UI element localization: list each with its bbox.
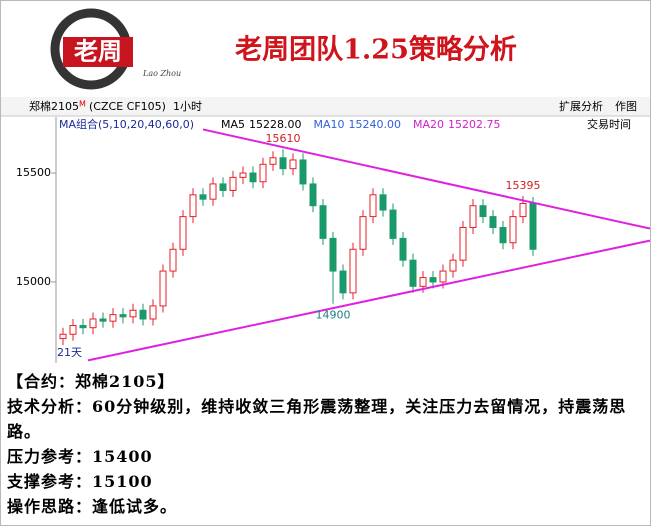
candle-body — [59, 333, 67, 340]
candle-body — [279, 157, 287, 170]
period[interactable]: 1小时 — [173, 100, 202, 113]
ma-name: MA20 — [413, 118, 444, 131]
candle-body — [179, 216, 187, 250]
candle-body — [109, 314, 117, 322]
candle-body — [519, 203, 527, 218]
candle-body — [209, 183, 217, 200]
candle-body — [379, 194, 387, 211]
candle-body — [169, 248, 177, 272]
symbol-suffix: M — [79, 100, 86, 109]
candle-body — [129, 309, 137, 318]
candle-body — [459, 226, 467, 261]
candle-body — [239, 172, 247, 178]
toolbar-button[interactable]: 扩展分析 — [559, 99, 603, 113]
logo-script: Lao Zhou — [142, 69, 181, 78]
candle-body — [479, 205, 487, 218]
candle-body — [259, 163, 267, 183]
candle-body — [309, 183, 317, 207]
candle-body — [159, 270, 167, 307]
candle-body — [349, 248, 357, 294]
candle-body — [119, 314, 127, 318]
text-line: 【合约：郑棉2105】 — [7, 372, 175, 391]
candle-body — [509, 216, 517, 244]
candle-body — [99, 318, 107, 322]
ma-name: MA10 — [314, 118, 345, 131]
candle-body — [219, 183, 227, 191]
candle-body — [149, 305, 157, 320]
candle-body — [199, 194, 207, 200]
extreme-label: 15395 — [506, 179, 541, 192]
candle-body — [189, 194, 197, 218]
ma-value: 15240.00 — [349, 118, 402, 131]
span-label: 21天 — [57, 346, 82, 359]
logo-text: 老周 — [74, 37, 122, 66]
candle-body — [359, 216, 367, 250]
candle-body — [319, 205, 327, 239]
toolbar-button[interactable]: 作图 — [615, 100, 637, 113]
symbol[interactable]: 郑棉2105 — [29, 99, 79, 113]
y-tick-label: 15000 — [16, 275, 51, 288]
page-title: 老周团队1.25策略分析 — [235, 34, 517, 66]
candle-body — [399, 237, 407, 261]
candle-body — [529, 203, 537, 250]
candle-body — [499, 226, 507, 244]
ma-name: MA5 — [221, 118, 245, 131]
candle-body — [389, 209, 397, 239]
candle-body — [289, 159, 297, 170]
candle-body — [449, 259, 457, 272]
candle-body — [139, 309, 147, 320]
logo-box — [63, 37, 133, 67]
text-line: 操作思路：逢低试多。 — [7, 497, 178, 516]
extreme-label: 14900 — [316, 309, 351, 322]
candle-body — [79, 325, 87, 329]
candle-body — [229, 176, 237, 191]
chart: 老周 Lao Zhou 老周团队1.25策略分析 郑棉2105 M (CZCE … — [1, 8, 650, 363]
candle-body — [429, 277, 437, 283]
candle-body — [469, 205, 477, 228]
y-tick-label: 15500 — [16, 166, 51, 179]
symbol-code: (CZCE CF105) — [89, 100, 166, 113]
time-label: 交易时间 — [587, 117, 631, 131]
trend-line — [87, 239, 650, 362]
candle-body — [409, 259, 417, 287]
extreme-label: 15610 — [266, 132, 301, 145]
ma-value: 15202.75 — [448, 118, 501, 131]
candle-body — [439, 270, 447, 283]
candle-body — [329, 237, 337, 272]
candle-body — [489, 216, 497, 228]
candle-body — [369, 194, 377, 218]
candle-body — [299, 159, 307, 185]
trend-line — [202, 128, 650, 230]
candle-body — [269, 157, 277, 165]
text-line: 技术分析：60分钟级别，维持收敛三角形震荡整理，关注压力去留情况，持震荡思路。 — [7, 397, 627, 441]
ma-value: 15228.00 — [249, 118, 302, 131]
candle-body — [89, 318, 97, 329]
text-line: 支撑参考：15100 — [7, 472, 153, 491]
indicator: MA组合(5,10,20,40,60,0) — [59, 117, 194, 131]
toolbar — [1, 97, 650, 116]
candle-body — [419, 277, 427, 287]
candle-body — [249, 172, 257, 183]
analysis-text: 【合约：郑棉2105】技术分析：60分钟级别，维持收敛三角形震荡整理，关注压力去… — [7, 369, 643, 519]
candle-body — [69, 325, 77, 335]
candle-body — [339, 270, 347, 294]
text-line: 压力参考：15400 — [7, 447, 153, 466]
